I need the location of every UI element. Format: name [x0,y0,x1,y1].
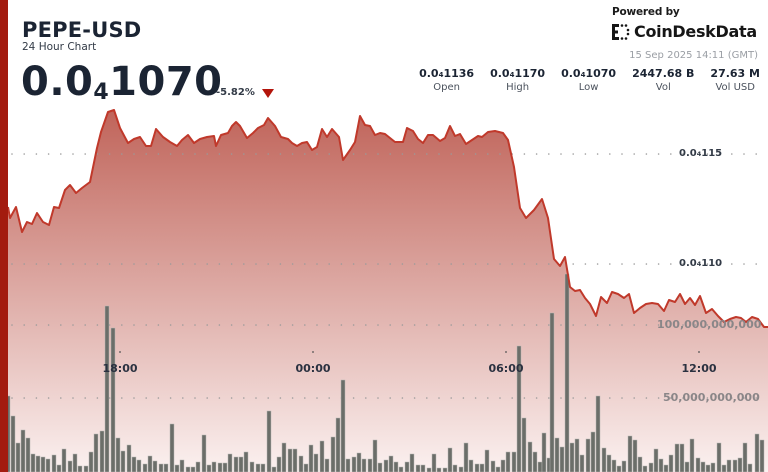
stat-open: 0.041136 Open [419,67,474,93]
down-arrow-icon [262,89,274,98]
price-zero-count: 4 [93,80,110,105]
chart-subtitle: 24 Hour Chart [22,41,97,53]
stat-value: 0.041170 [490,67,546,80]
stat-value: 2447.68 B [632,67,695,80]
x-axis-label-0000: 00:00 [295,362,331,375]
gridlines [11,153,757,399]
stat-label: Vol USD [715,82,755,93]
symbol-title: PEPE-USD [22,18,142,42]
stats-row: 0.041136 Open 0.041170 High 0.041070 Low… [403,67,760,93]
price-area-fill [8,110,768,472]
stat-label: Low [578,82,599,93]
x-axis-label-1800: 18:00 [102,362,138,375]
x-axis-label-0600: 06:00 [488,362,524,375]
price-line [7,109,768,328]
x-tick-marks [119,351,700,353]
stat-vol-usd: 27.63 M Vol USD [710,67,760,93]
stat-label: Vol [655,82,671,93]
current-price: 0.041070 [21,58,223,113]
y-axis-label-price-high: 0.04115 [679,148,723,159]
x-axis-label-1200: 12:00 [681,362,717,375]
powered-by-label: Powered by [612,6,680,18]
stat-vol: 2447.68 B Vol [632,67,694,93]
accent-bar [0,0,8,472]
brand-name: CoinDeskData [634,22,757,41]
price-prefix: 0.0 [21,59,94,105]
brand-logo: CoinDeskData [612,22,757,41]
y-axis-label-volume-50b: 50,000,000,000 [663,391,760,404]
y-axis-label-price-low: 0.04110 [679,258,723,269]
stat-label: High [506,82,530,93]
stat-low: 0.041070 Low [561,67,616,93]
change-percent: -5.82% [216,87,255,98]
timestamp: 15 Sep 2025 14:11 (GMT) [629,50,758,61]
stat-high: 0.041170 High [490,67,545,93]
coindesk-logo-icon [612,23,630,40]
stat-value: 0.041136 [419,67,475,80]
volume-bars [5,273,765,472]
y-axis-label-volume-100b: 100,000,000,000 [657,318,762,331]
price-digits: 1070 [109,59,223,105]
stat-value: 0.041070 [561,67,617,80]
stat-value: 27.63 M [710,67,760,80]
stat-label: Open [433,82,460,93]
